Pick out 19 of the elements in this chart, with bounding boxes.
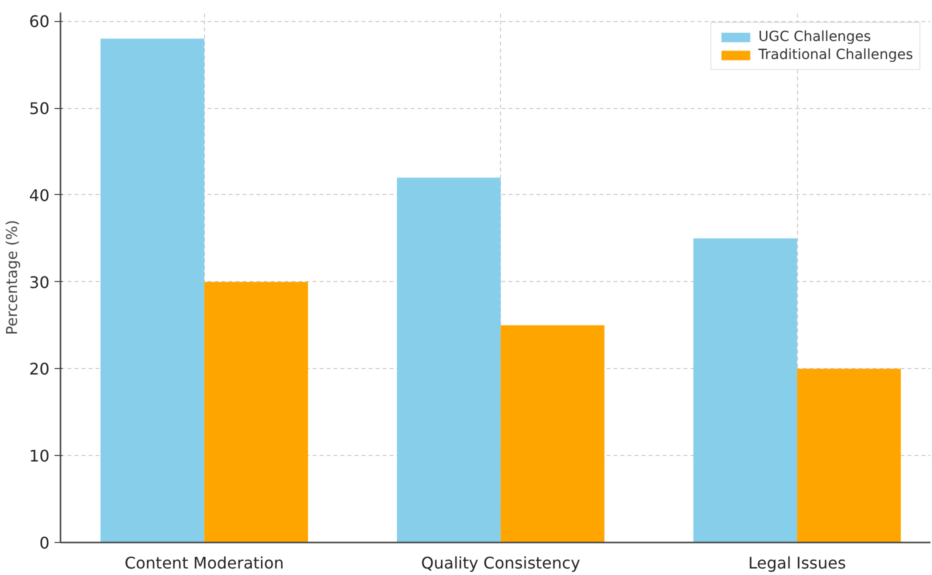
y-tick-label: 10 (29, 446, 50, 466)
y-tick-label: 40 (29, 186, 50, 205)
y-tick-label: 30 (29, 272, 50, 292)
y-axis-title: Percentage (%) (3, 220, 22, 336)
y-tick-label: 60 (29, 12, 50, 32)
y-tick-label: 50 (29, 99, 50, 118)
bar (204, 282, 308, 542)
bar (100, 38, 204, 542)
bar (797, 368, 901, 542)
legend-label: Traditional Challenges (758, 47, 913, 63)
bar (500, 325, 604, 542)
x-tick-label: Content Moderation (124, 554, 284, 572)
bar (693, 238, 798, 542)
legend-label: UGC Challenges (758, 29, 871, 45)
x-tick-label: Legal Issues (748, 554, 846, 572)
y-tick-label: 0 (39, 534, 50, 552)
y-tick-label: 20 (29, 360, 50, 379)
bar (396, 178, 501, 542)
x-tick-label: Quality Consistency (421, 554, 580, 572)
